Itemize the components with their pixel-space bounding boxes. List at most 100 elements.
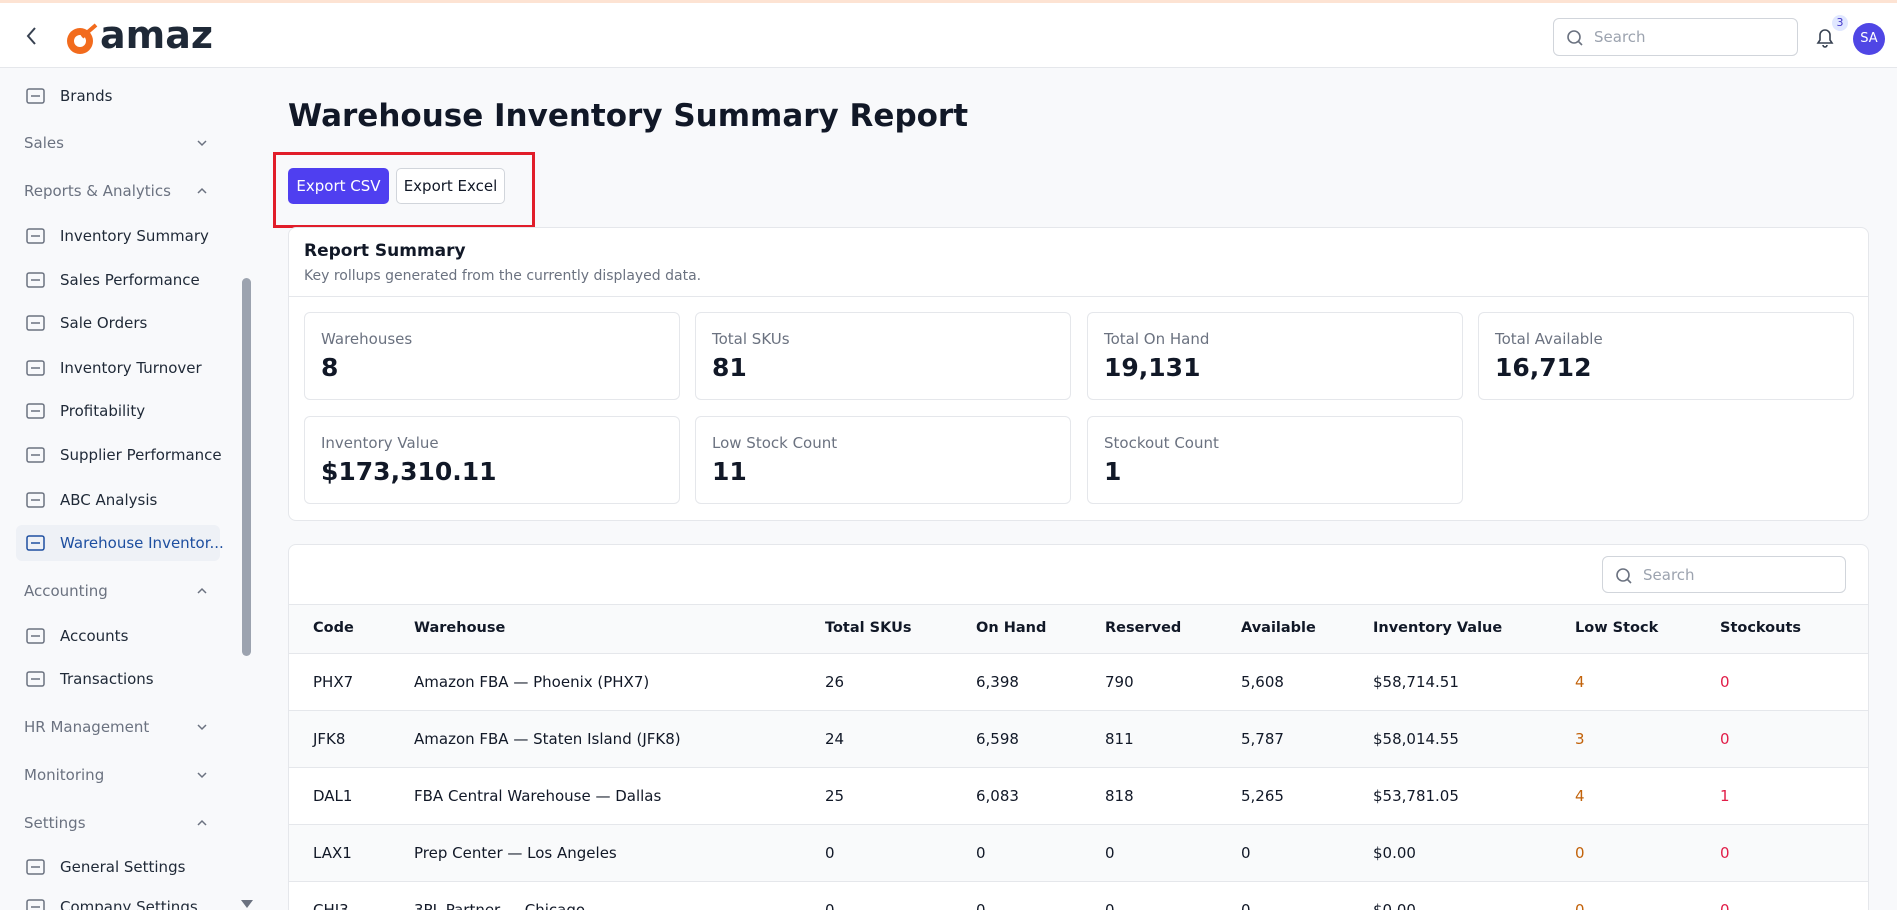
table-cell: 3 bbox=[1575, 730, 1585, 748]
stat-value: 11 bbox=[712, 457, 747, 486]
table-cell: 5,265 bbox=[1241, 787, 1284, 805]
chevron[interactable] bbox=[196, 585, 208, 597]
table-cell: 818 bbox=[1105, 787, 1134, 805]
table-cell: 0 bbox=[1241, 844, 1251, 862]
nav-item[interactable]: General Settings bbox=[60, 858, 186, 876]
table-search[interactable]: Search bbox=[1602, 556, 1846, 593]
table-cell: $0.00 bbox=[1373, 901, 1416, 910]
column-header: On Hand bbox=[976, 620, 1047, 636]
table-cell: $0.00 bbox=[1373, 844, 1416, 862]
search-box[interactable]: Search bbox=[1553, 18, 1798, 56]
nav-icon bbox=[26, 492, 45, 508]
divider bbox=[289, 296, 1868, 297]
table-cell: Amazon FBA — Phoenix (PHX7) bbox=[414, 673, 650, 691]
nav-item[interactable]: Brands bbox=[60, 87, 113, 105]
nav-icon bbox=[26, 535, 45, 551]
nav-item[interactable]: Accounts bbox=[60, 627, 129, 645]
summary-title: Report Summary bbox=[304, 241, 466, 261]
nav-group[interactable]: HR Management bbox=[24, 718, 150, 736]
notifications[interactable] bbox=[1814, 27, 1836, 49]
nav-item[interactable]: Warehouse Inventor... bbox=[60, 534, 224, 552]
table-cell: 4 bbox=[1575, 787, 1585, 805]
table-cell: 811 bbox=[1105, 730, 1134, 748]
nav-item[interactable]: Transactions bbox=[60, 670, 154, 688]
stat-label: Stockout Count bbox=[1104, 434, 1219, 452]
column-header: Low Stock bbox=[1575, 620, 1659, 636]
nav-item[interactable]: Inventory Turnover bbox=[60, 359, 202, 377]
table-cell: 0 bbox=[1575, 901, 1585, 910]
scrollbar-thumb[interactable] bbox=[242, 278, 251, 656]
stat-card: Total Available 16,712 bbox=[1478, 312, 1854, 400]
stat-card: Stockout Count 1 bbox=[1087, 416, 1463, 504]
table-header bbox=[289, 604, 1868, 654]
top-bar: amaz Search 3 SA bbox=[0, 0, 1897, 68]
column-header: Warehouse bbox=[414, 620, 506, 636]
table-cell: 0 bbox=[1720, 901, 1730, 910]
table-cell: 6,598 bbox=[976, 730, 1019, 748]
nav-group[interactable]: Reports & Analytics bbox=[24, 182, 171, 200]
column-header: Code bbox=[313, 620, 354, 636]
chevron[interactable] bbox=[196, 721, 208, 733]
chevron[interactable] bbox=[196, 817, 208, 829]
stat-value: $173,310.11 bbox=[321, 457, 497, 486]
nav-item[interactable]: Sales Performance bbox=[60, 271, 200, 289]
chevron[interactable] bbox=[196, 185, 208, 197]
table-cell: 0 bbox=[1720, 730, 1730, 748]
nav-icon bbox=[26, 447, 45, 463]
avatar[interactable]: SA bbox=[1853, 23, 1885, 55]
nav-icon bbox=[26, 360, 45, 376]
table-cell: 1 bbox=[1720, 787, 1730, 805]
sidebar: Brands Sales Reports & Analytics Inventory … bbox=[0, 68, 236, 910]
table-cell: 0 bbox=[825, 901, 835, 910]
nav-icon bbox=[26, 859, 45, 875]
table-cell: 25 bbox=[825, 787, 845, 805]
table-cell: 5,787 bbox=[1241, 730, 1284, 748]
chevron[interactable] bbox=[196, 137, 208, 149]
table-cell: 0 bbox=[1241, 901, 1251, 910]
logo-icon bbox=[67, 23, 98, 54]
table-cell: JFK8 bbox=[313, 730, 346, 748]
table-cell: $58,714.51 bbox=[1373, 673, 1459, 691]
stat-label: Inventory Value bbox=[321, 434, 439, 452]
nav-item[interactable]: ABC Analysis bbox=[60, 491, 158, 509]
nav-item[interactable]: Sale Orders bbox=[60, 314, 148, 332]
nav-icon bbox=[26, 88, 45, 104]
nav-group[interactable]: Monitoring bbox=[24, 766, 105, 784]
highlight-box bbox=[273, 152, 535, 228]
nav-icon bbox=[26, 315, 45, 331]
nav-icon bbox=[26, 899, 45, 910]
export-csv-button[interactable]: Export CSV bbox=[288, 168, 389, 204]
nav-icon bbox=[26, 403, 45, 419]
column-header: Stockouts bbox=[1720, 620, 1802, 636]
nav-item[interactable]: Company Settings bbox=[60, 898, 198, 910]
nav-group[interactable]: Settings bbox=[24, 814, 86, 832]
nav-group[interactable]: Accounting bbox=[24, 582, 108, 600]
nav-item[interactable]: Supplier Performance bbox=[60, 446, 222, 464]
stat-card: Warehouses 8 bbox=[304, 312, 680, 400]
table-cell: 790 bbox=[1105, 673, 1134, 691]
nav-item[interactable]: Inventory Summary bbox=[60, 227, 209, 245]
table-cell: DAL1 bbox=[313, 787, 353, 805]
summary-card: Report Summary Key rollups generated fro… bbox=[288, 227, 1869, 521]
scroll-down[interactable] bbox=[240, 898, 254, 910]
stat-label: Low Stock Count bbox=[712, 434, 838, 452]
export-excel-button[interactable]: Export Excel bbox=[396, 168, 505, 204]
logo: amaz bbox=[100, 13, 213, 57]
table-cell: 0 bbox=[1575, 844, 1585, 862]
column-header: Total SKUs bbox=[825, 620, 912, 636]
table-cell: FBA Central Warehouse — Dallas bbox=[414, 787, 662, 805]
nav-item[interactable]: Profitability bbox=[60, 402, 146, 420]
stat-card: Inventory Value $173,310.11 bbox=[304, 416, 680, 504]
search-placeholder: Search bbox=[1594, 28, 1646, 46]
chevron[interactable] bbox=[196, 769, 208, 781]
stat-label: Total SKUs bbox=[712, 330, 790, 348]
nav-group[interactable]: Sales bbox=[24, 134, 64, 152]
stat-label: Total Available bbox=[1495, 330, 1603, 348]
nav-icon bbox=[26, 272, 45, 288]
back-button[interactable] bbox=[24, 25, 40, 47]
table-row bbox=[289, 768, 1868, 825]
stat-value: 81 bbox=[712, 353, 747, 382]
nav-icon bbox=[26, 671, 45, 687]
table-cell: Amazon FBA — Staten Island (JFK8) bbox=[414, 730, 681, 748]
